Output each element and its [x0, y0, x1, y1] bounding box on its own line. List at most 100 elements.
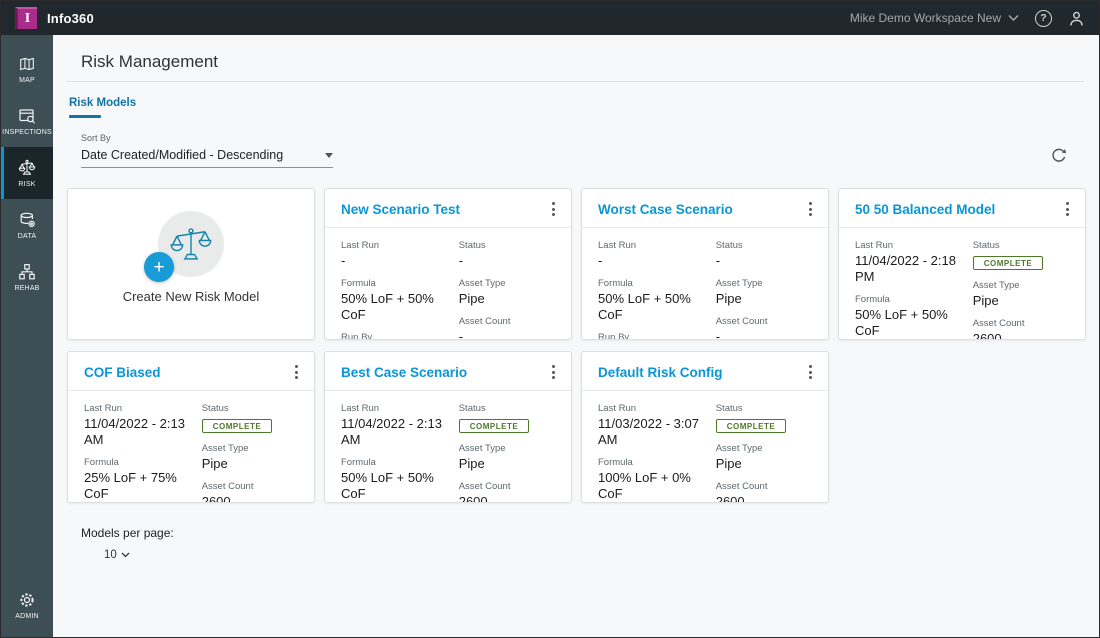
asset-type-field: Asset Type Pipe [716, 278, 816, 307]
run-by-label: Run By [341, 332, 373, 340]
risk-model-card: Worst Case Scenario Last Run - Formula 5… [581, 188, 829, 340]
rehab-icon [19, 263, 35, 279]
status-field: Status COMPLETE [972, 240, 1073, 271]
help-icon[interactable]: ? [1035, 9, 1052, 27]
inspections-icon [19, 108, 36, 124]
formula-value: 50% LoF + 50% CoF [855, 307, 948, 338]
sort-select[interactable]: Date Created/Modified - Descending [81, 148, 333, 168]
risk-model-card: 50 50 Balanced Model Last Run 11/04/2022… [838, 188, 1086, 340]
last-run-field: Last Run - [598, 240, 716, 269]
asset-type-field: Asset Type Pipe [459, 443, 559, 472]
asset-type-value: Pipe [458, 456, 485, 471]
kebab-menu-icon[interactable] [1060, 200, 1075, 218]
formula-label: Formula [341, 457, 376, 468]
formula-value: 50% LoF + 50% CoF [598, 291, 691, 322]
formula-value: 100% LoF + 0% CoF [598, 470, 691, 501]
asset-type-value: Pipe [715, 291, 742, 306]
run-by-label: Run By [598, 332, 630, 340]
status-badge: - [458, 253, 464, 268]
sidebar-item-label: RISK [18, 180, 36, 188]
last-run-label: Last Run [341, 403, 380, 414]
asset-type-field: Asset Type Pipe [973, 280, 1073, 309]
sidebar-item-rehab[interactable]: REHAB [1, 251, 53, 303]
add-risk-model-button[interactable]: + [144, 252, 174, 282]
asset-count-field: Asset Count 2600 [715, 481, 816, 503]
user-account-icon[interactable] [1068, 10, 1085, 27]
kebab-menu-icon[interactable] [803, 363, 818, 381]
risk-model-title[interactable]: Best Case Scenario [341, 364, 468, 380]
status-badge: COMPLETE [201, 419, 273, 433]
risk-model-card: Best Case Scenario Last Run 11/04/2022 -… [324, 351, 572, 503]
formula-field: Formula 25% LoF + 75% CoF [84, 457, 202, 502]
asset-count-label: Asset Count [201, 481, 254, 492]
last-run-value: 11/04/2022 - 2:18 PM [855, 253, 956, 284]
create-card-label: Create New Risk Model [122, 289, 260, 304]
risk-model-title[interactable]: Worst Case Scenario [598, 201, 733, 217]
status-label: Status [458, 240, 486, 251]
status-label: Status [972, 240, 1000, 251]
refresh-button[interactable] [1050, 147, 1067, 164]
topbar-right: Mike Demo Workspace New ? [850, 9, 1085, 27]
formula-label: Formula [598, 457, 633, 468]
kebab-menu-icon[interactable] [546, 363, 561, 381]
sidebar-item-data[interactable]: DATA [1, 199, 53, 251]
risk-scales-icon [18, 159, 36, 175]
risk-scales-illustration-icon [170, 228, 212, 260]
status-label: Status [715, 403, 743, 414]
kebab-menu-icon[interactable] [546, 200, 561, 218]
sidebar-item-label: REHAB [14, 284, 40, 292]
status-field: Status COMPLETE [715, 403, 816, 434]
asset-count-value: 2600 [715, 494, 745, 503]
formula-field: Formula 50% LoF + 50% CoF [341, 457, 459, 502]
models-per-page-select[interactable]: 10 [104, 549, 130, 561]
sidebar-item-risk[interactable]: RISK [1, 147, 53, 199]
asset-count-value: 2600 [458, 494, 488, 503]
asset-count-field: Asset Count - [459, 316, 559, 339]
chevron-down-icon [1008, 15, 1019, 21]
sidebar-item-label: ADMIN [15, 612, 39, 620]
sidebar-item-map[interactable]: MAP [1, 43, 53, 95]
kebab-menu-icon[interactable] [289, 363, 304, 381]
data-icon [20, 212, 35, 227]
card-header: Worst Case Scenario [582, 189, 828, 228]
asset-count-value: 2600 [972, 331, 1002, 340]
risk-model-card: COF Biased Last Run 11/04/2022 - 2:13 AM… [67, 351, 315, 503]
create-card-visual: + [144, 211, 224, 282]
card-body: Last Run 11/04/2022 - 2:18 PM Formula 50… [839, 228, 1085, 340]
formula-field: Formula 50% LoF + 50% CoF [341, 278, 459, 323]
title-divider [67, 81, 1084, 82]
status-badge: - [715, 253, 721, 268]
status-label: Status [715, 240, 743, 251]
risk-model-title[interactable]: 50 50 Balanced Model [855, 201, 996, 217]
sidebar-item-inspections[interactable]: INSPECTIONS [1, 95, 53, 147]
card-header: New Scenario Test [325, 189, 571, 228]
card-header: Default Risk Config [582, 352, 828, 391]
risk-model-title[interactable]: COF Biased [84, 364, 161, 380]
models-per-page-value: 10 [104, 549, 117, 561]
asset-type-label: Asset Type [458, 278, 506, 289]
sidebar-item-label: DATA [17, 232, 37, 240]
last-run-value: - [598, 253, 603, 268]
asset-type-label: Asset Type [715, 443, 763, 454]
risk-model-grid: + Create New Risk Model New Scenario Tes… [67, 188, 1086, 503]
models-per-page-label: Models per page: [81, 526, 174, 540]
map-icon [20, 57, 34, 70]
card-body: Last Run 11/04/2022 - 2:13 AM Formula 50… [325, 391, 571, 503]
tab-risk-models[interactable]: Risk Models [69, 97, 137, 109]
card-header: 50 50 Balanced Model [839, 189, 1085, 228]
run-by-field: Run By - [341, 332, 459, 340]
status-field: Status COMPLETE [201, 403, 302, 434]
risk-model-title[interactable]: Default Risk Config [598, 364, 723, 380]
risk-model-title[interactable]: New Scenario Test [341, 201, 461, 217]
caret-down-icon [325, 152, 333, 158]
asset-count-label: Asset Count [458, 481, 511, 492]
formula-field: Formula 100% LoF + 0% CoF [598, 457, 716, 502]
status-badge: COMPLETE [458, 419, 530, 433]
sidebar-item-admin[interactable]: ADMIN [1, 579, 53, 631]
status-field: Status - [716, 240, 816, 269]
asset-count-label: Asset Count [715, 316, 768, 327]
create-new-risk-model-card[interactable]: + Create New Risk Model [67, 188, 315, 340]
workspace-selector[interactable]: Mike Demo Workspace New [850, 11, 1019, 25]
card-body: Last Run - Formula 50% LoF + 50% CoF Run… [582, 228, 828, 340]
kebab-menu-icon[interactable] [803, 200, 818, 218]
